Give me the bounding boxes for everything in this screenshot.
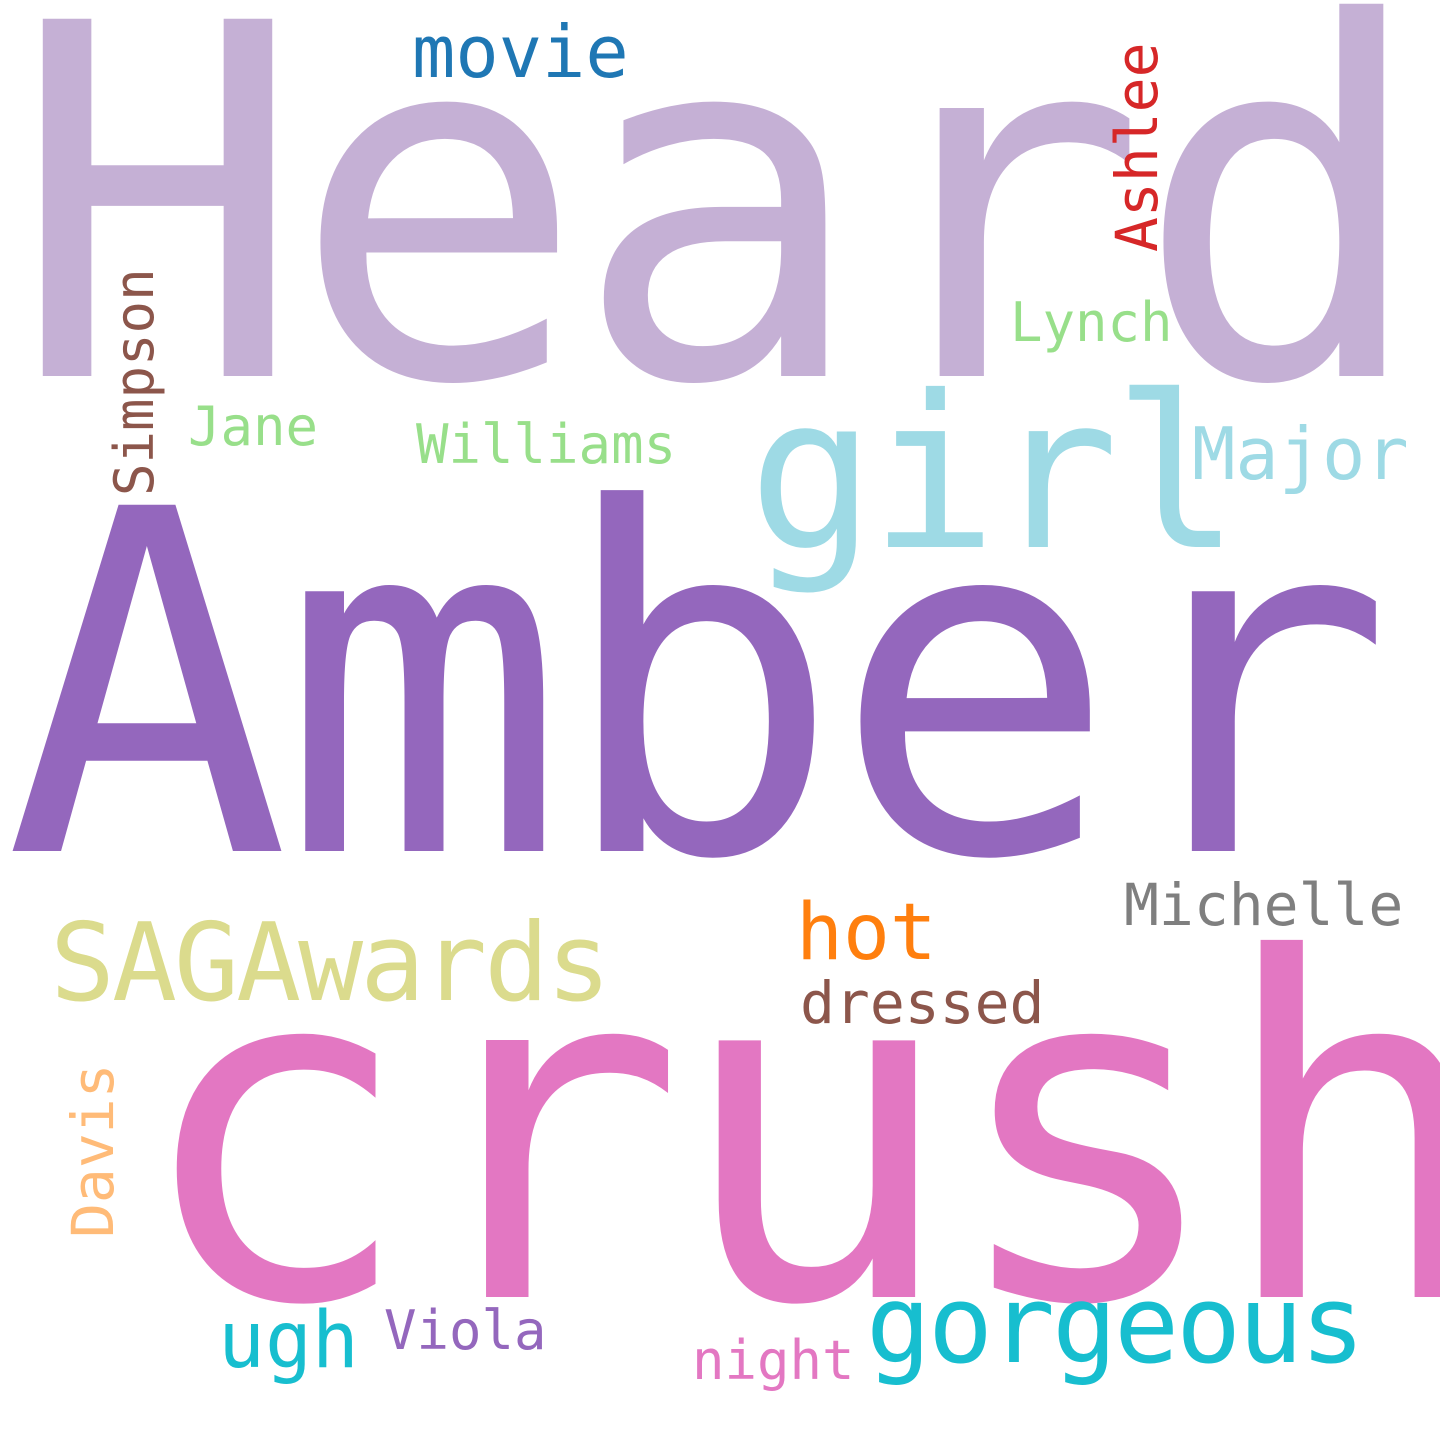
word-night: night — [692, 1329, 855, 1392]
word-simpson: Simpson — [103, 268, 166, 496]
word-ashlee: Ashlee — [1103, 42, 1171, 252]
word-ugh: ugh — [218, 1296, 359, 1386]
word-gorgeous: gorgeous — [866, 1263, 1365, 1388]
word-major: Major — [1192, 412, 1409, 496]
word-jane: Jane — [188, 395, 319, 458]
word-movie: movie — [412, 10, 629, 94]
word-dressed: dressed — [800, 969, 1045, 1037]
word-williams: Williams — [416, 413, 677, 476]
word-heard: Heard — [10, 0, 1429, 492]
word-davis: Davis — [59, 1063, 127, 1238]
word-amber: Amber — [4, 411, 1394, 964]
word-lynch: Lynch — [1010, 291, 1173, 354]
word-girl: girl — [748, 350, 1241, 597]
word-crush: crush — [132, 861, 1440, 1408]
word-hot: hot — [796, 888, 937, 978]
word-viola: Viola — [384, 1299, 547, 1362]
word-michelle: Michelle — [1124, 871, 1404, 939]
word-sagawards: SAGAwards — [50, 901, 611, 1026]
